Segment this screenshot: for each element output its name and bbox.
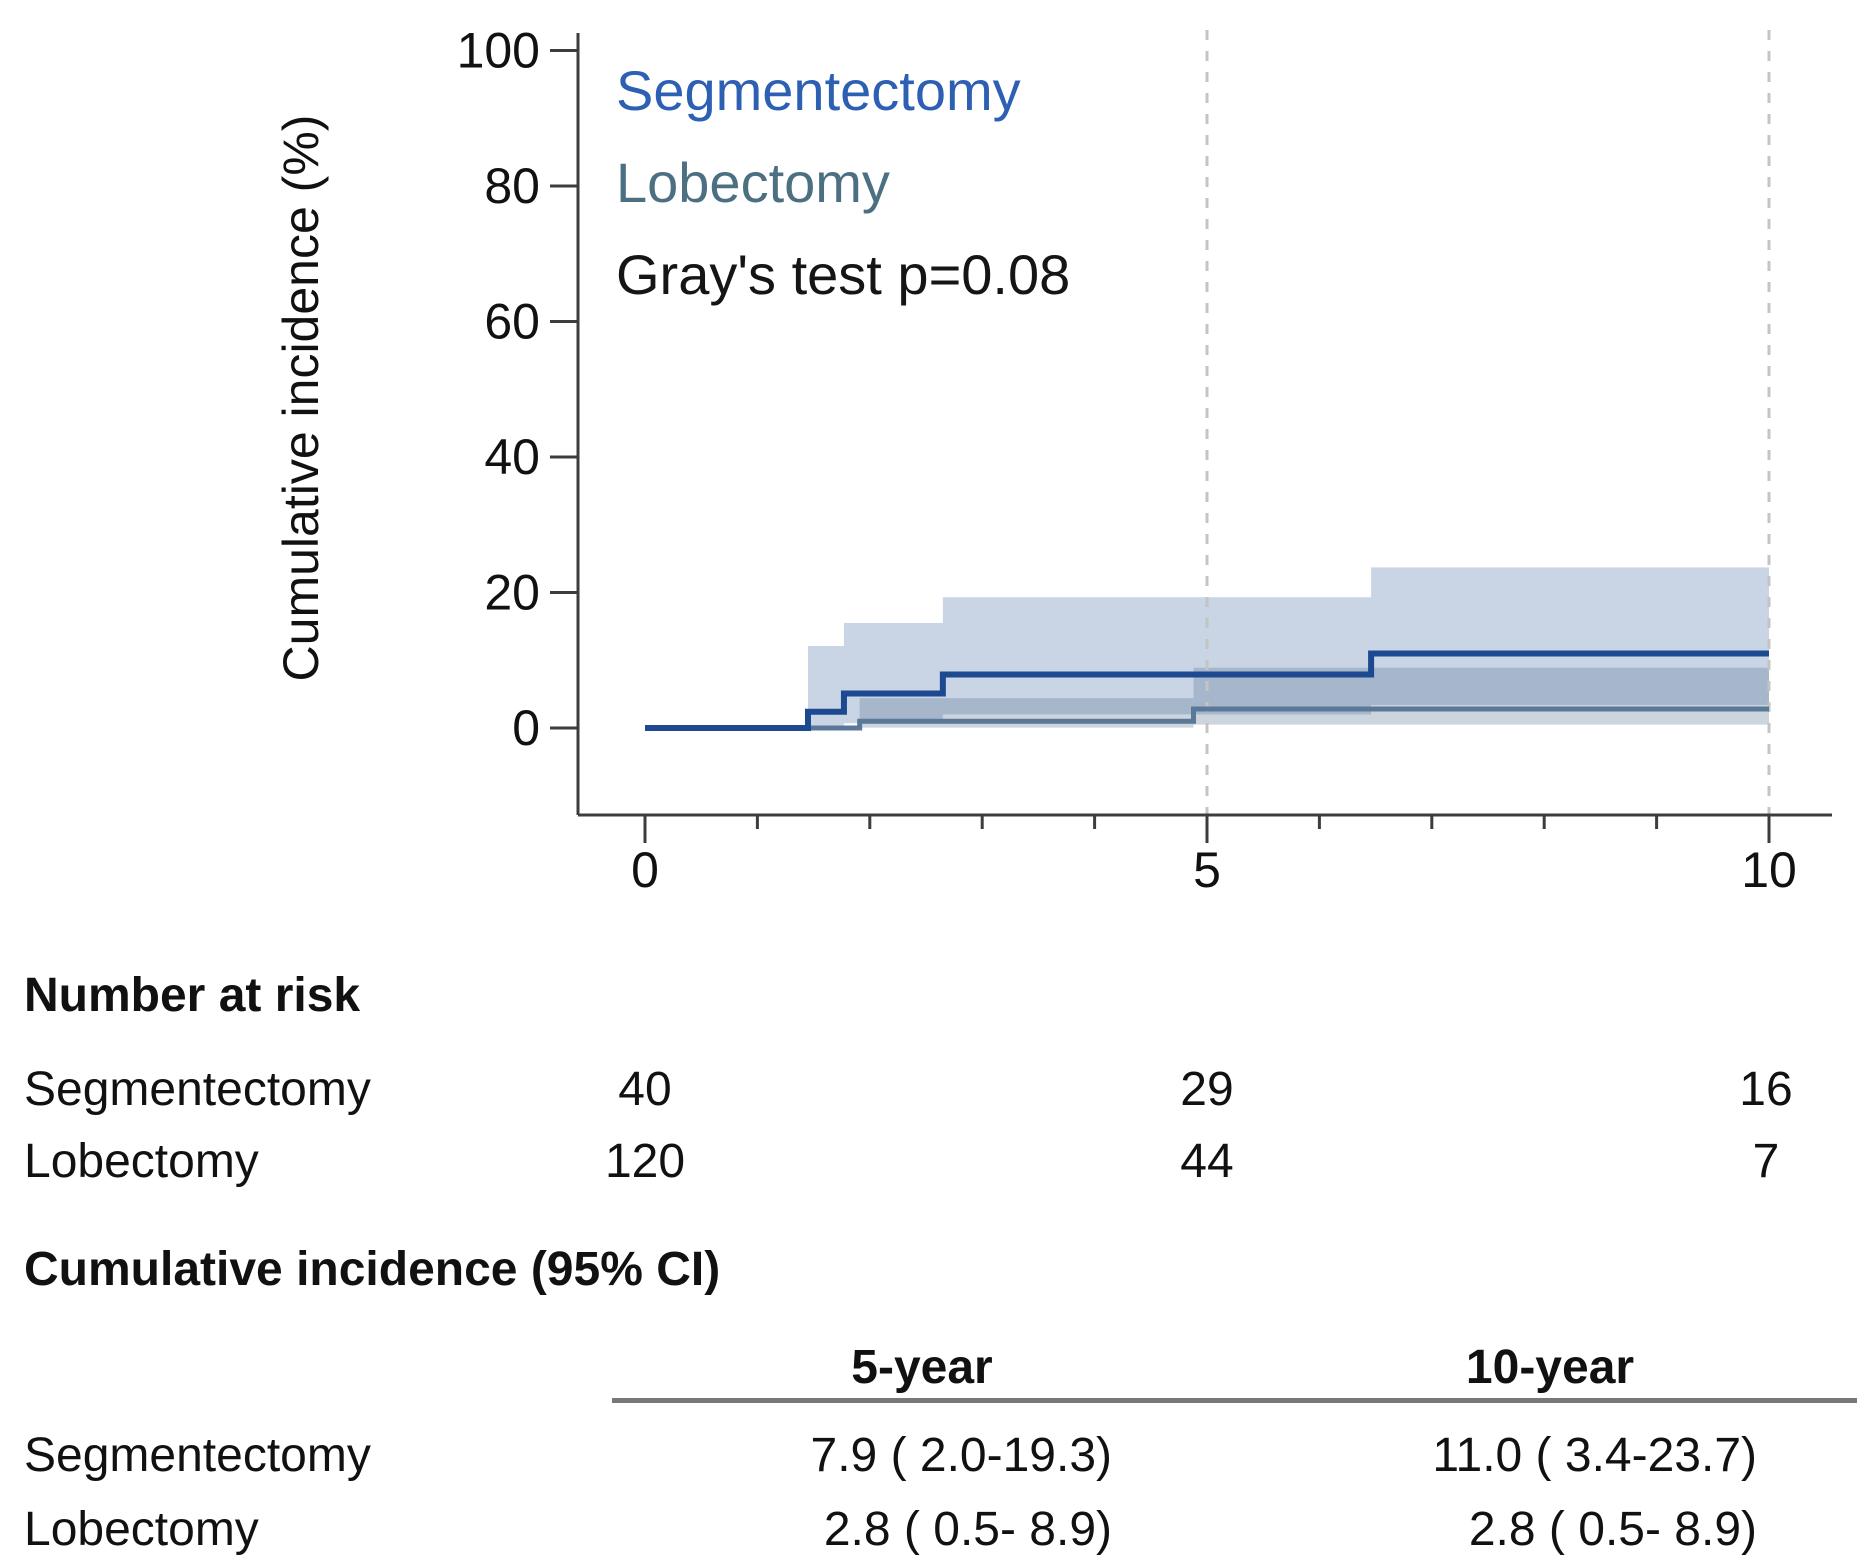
y-tick-label: 40 [484,429,540,485]
number-at-risk-value: 120 [604,1135,686,1188]
ci-table-row-label: Segmentectomy [24,1429,371,1482]
x-tick-label: 0 [631,842,659,898]
ci-table-value: 11.0 ( 3.4-23.7) [1432,1429,1757,1482]
y-tick-label: 80 [484,158,540,214]
number-at-risk-row-label: Lobectomy [24,1135,259,1188]
ci-table-column-header-10yr: 10-year [1465,1341,1635,1394]
curve-lobectomy [645,706,1769,731]
x-tick-label: 5 [1193,842,1221,898]
number-at-risk-value: 29 [1180,1063,1234,1116]
ci-table-value: 2.8 ( 0.5- 8.9) [1468,1503,1757,1556]
legend-segmentectomy-label: Segmentectomy [616,59,1021,122]
y-axis-label: Cumulative incidence (%) [273,115,329,682]
ci-table-row-label: Lobectomy [24,1503,259,1556]
y-tick-label: 20 [484,565,540,621]
number-at-risk-value: 40 [618,1063,672,1116]
number-at-risk-value: 7 [1752,1135,1780,1188]
curve-segmentectomy [645,650,1769,731]
grays-test-annotation: Gray's test p=0.08 [616,243,1071,306]
tick-labels: 0 20 40 60 80 100 0 5 10 [457,23,1797,899]
y-tick-label: 100 [457,23,540,79]
number-at-risk-value: 44 [1180,1135,1234,1188]
axes [550,33,1832,843]
ci-table-header-rule [612,1398,1857,1403]
number-at-risk-value: 16 [1739,1063,1793,1116]
ci-table-value: 2.8 ( 0.5- 8.9) [823,1503,1112,1556]
number-at-risk-title: Number at risk [24,969,361,1022]
y-tick-label: 0 [512,700,540,756]
number-at-risk-row-label: Segmentectomy [24,1063,371,1116]
ci-table-value: 7.9 ( 2.0-19.3) [810,1429,1113,1482]
ci-table-column-header-5yr: 5-year [851,1341,993,1394]
ci-table-title: Cumulative incidence (95% CI) [24,1243,721,1296]
y-tick-label: 60 [484,294,540,350]
legend-lobectomy-label: Lobectomy [616,151,890,214]
x-tick-label: 10 [1741,842,1797,898]
ci-band-segmentectomy [807,567,1769,727]
